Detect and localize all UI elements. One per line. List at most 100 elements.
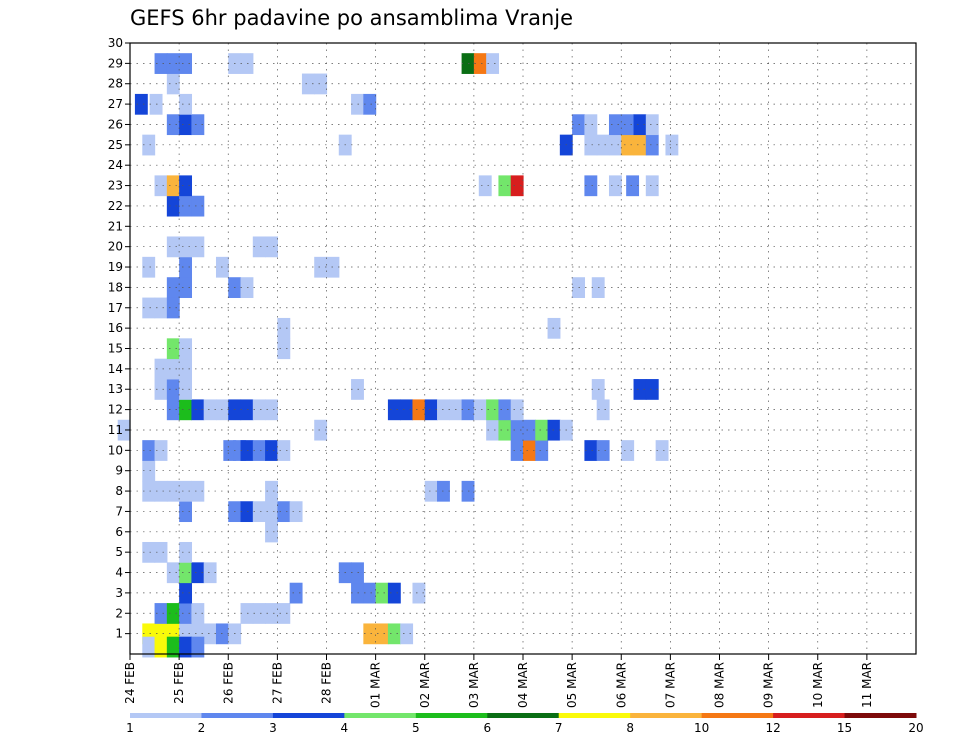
y-tick-label: 26 bbox=[108, 117, 123, 131]
x-axis: 24 FEB 25 FEB 26 FEB 27 FEB 28 FEB 01 MAR 02 M… bbox=[123, 654, 874, 708]
precip-cell bbox=[486, 399, 500, 421]
precip-cell bbox=[314, 73, 328, 95]
precip-cell bbox=[412, 582, 426, 604]
colorbar-segment bbox=[272, 713, 345, 718]
precip-cell bbox=[645, 175, 659, 197]
precip-cell bbox=[665, 134, 679, 156]
precip-cell bbox=[179, 399, 193, 421]
precip-cell bbox=[191, 399, 205, 421]
precip-cell bbox=[535, 440, 549, 461]
x-tick-label: 04 MAR bbox=[516, 662, 530, 708]
precip-cell bbox=[191, 195, 205, 217]
precip-cell bbox=[473, 399, 487, 421]
y-tick-label: 30 bbox=[108, 36, 123, 50]
precip-cell bbox=[424, 399, 438, 421]
precip-cell bbox=[179, 379, 193, 400]
colorbar-segment bbox=[415, 713, 488, 718]
precip-cell bbox=[166, 175, 180, 197]
precip-cell bbox=[412, 399, 426, 421]
colorbar-label: 2 bbox=[198, 721, 206, 735]
precip-cell bbox=[252, 603, 266, 624]
precip-cell bbox=[608, 134, 622, 156]
colorbar-segment bbox=[344, 713, 417, 718]
precip-cell bbox=[314, 256, 328, 278]
precip-cell bbox=[387, 399, 401, 421]
precip-cell bbox=[179, 562, 193, 584]
precip-cell bbox=[387, 582, 401, 604]
precip-cell bbox=[375, 623, 389, 645]
y-tick-label: 6 bbox=[115, 525, 123, 539]
precip-cell bbox=[486, 53, 500, 74]
precip-cell bbox=[535, 419, 549, 441]
y-tick-label: 12 bbox=[108, 403, 123, 417]
precip-cell bbox=[523, 419, 536, 441]
colorbar-segment bbox=[844, 713, 917, 718]
precip-cell bbox=[154, 541, 168, 563]
precip-cell bbox=[154, 440, 168, 461]
precip-cell bbox=[584, 175, 598, 197]
precip-cell bbox=[179, 358, 193, 380]
precip-cell bbox=[179, 501, 193, 523]
y-tick-label: 9 bbox=[115, 464, 123, 478]
colorbar-label: 5 bbox=[412, 721, 420, 735]
precip-cell bbox=[289, 501, 303, 523]
precip-cell bbox=[510, 440, 524, 461]
precip-cell bbox=[633, 379, 647, 400]
precip-cell bbox=[142, 297, 156, 319]
precip-cell bbox=[265, 521, 278, 543]
precip-cell bbox=[621, 114, 635, 136]
precip-cell bbox=[478, 175, 492, 197]
precip-cell bbox=[154, 480, 168, 502]
precip-cell bbox=[166, 73, 180, 95]
x-tick-label: 01 MAR bbox=[369, 662, 383, 708]
precip-cell bbox=[166, 53, 180, 74]
precip-cell bbox=[645, 114, 659, 136]
precip-cell bbox=[265, 501, 278, 523]
y-tick-label: 11 bbox=[108, 423, 123, 437]
colorbar-segment bbox=[487, 713, 560, 718]
colorbar-label: 12 bbox=[765, 721, 780, 735]
y-tick-label: 18 bbox=[108, 280, 123, 294]
y-tick-label: 1 bbox=[115, 627, 123, 641]
precip-cell bbox=[363, 93, 377, 115]
precip-cell bbox=[277, 317, 291, 339]
y-tick-label: 17 bbox=[108, 301, 123, 315]
precip-cell bbox=[203, 562, 217, 584]
precip-cell bbox=[240, 53, 254, 74]
precip-cell bbox=[179, 175, 193, 197]
precip-cell bbox=[523, 440, 536, 461]
colorbar-label: 8 bbox=[626, 721, 634, 735]
precip-cell bbox=[363, 623, 377, 645]
y-tick-label: 15 bbox=[108, 342, 123, 356]
y-tick-label: 7 bbox=[115, 504, 123, 518]
precip-cell bbox=[166, 297, 180, 319]
x-tick-label: 03 MAR bbox=[467, 662, 481, 708]
x-tick-label: 02 MAR bbox=[418, 662, 432, 708]
colorbar-label: 10 bbox=[694, 721, 709, 735]
precip-cell bbox=[498, 175, 512, 197]
precip-cell bbox=[154, 603, 168, 624]
precip-cell bbox=[655, 440, 669, 461]
precip-cell bbox=[240, 277, 254, 298]
y-tick-label: 28 bbox=[108, 77, 123, 91]
precip-cell bbox=[203, 399, 217, 421]
precip-cell bbox=[166, 399, 180, 421]
precip-cell bbox=[265, 440, 278, 461]
precip-cell bbox=[633, 114, 647, 136]
precip-cell bbox=[179, 636, 193, 658]
precip-cell bbox=[252, 501, 266, 523]
colorbar-segment bbox=[558, 713, 631, 718]
precip-cell bbox=[240, 399, 254, 421]
precip-cell bbox=[142, 480, 156, 502]
precip-cell bbox=[498, 419, 512, 441]
precip-cell bbox=[621, 134, 635, 156]
precip-cell bbox=[166, 379, 180, 400]
precip-cell bbox=[179, 541, 193, 563]
precip-cell bbox=[179, 195, 193, 217]
precip-cell bbox=[387, 623, 401, 645]
precip-cell bbox=[179, 236, 193, 258]
y-tick-label: 20 bbox=[108, 240, 123, 254]
precip-cell bbox=[424, 480, 438, 502]
y-tick-label: 3 bbox=[115, 586, 123, 600]
